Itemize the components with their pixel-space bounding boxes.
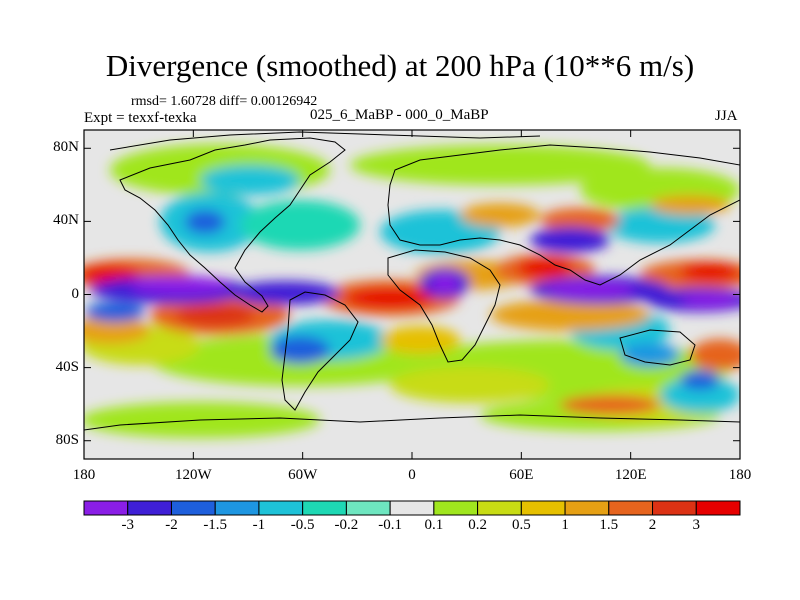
lon-label-0: 0 xyxy=(408,467,416,483)
colorbar-level-label: -0.5 xyxy=(290,517,315,533)
lat-label-0: 0 xyxy=(71,285,80,302)
case-difference-label: 025_6_MaBP - 000_0_MaBP xyxy=(310,107,489,123)
lat-label-40n: 40N xyxy=(53,212,79,229)
colorbar-box xyxy=(83,500,129,516)
colorbar-level-label: -1.5 xyxy=(203,517,228,533)
colorbar-box xyxy=(170,500,216,516)
latitude-ticks xyxy=(84,147,740,442)
colorbar-box xyxy=(433,500,479,516)
colorbar-level-label: -0.1 xyxy=(378,517,402,533)
lon-label-120w: 120W xyxy=(174,467,212,483)
lon-label-180w: 180 xyxy=(72,467,96,483)
colorbar-level-label: 1 xyxy=(561,517,569,533)
colorbar-box xyxy=(389,500,435,516)
colorbar-level-label: -3 xyxy=(121,517,134,533)
colorbar-level-label: -2 xyxy=(165,517,178,533)
colorbar-level-label: 2 xyxy=(648,517,657,533)
colorbar-box xyxy=(477,500,522,516)
colorbar-box xyxy=(695,500,741,516)
colorbar-box xyxy=(652,500,697,516)
longitude-ticks xyxy=(83,130,741,459)
colorbar-level-label: 1.5 xyxy=(599,517,619,533)
colorbar-box xyxy=(214,500,260,516)
colorbar-level-label: 0.5 xyxy=(511,517,531,533)
season-label: JJA xyxy=(715,108,738,124)
lon-label-180e: 180 xyxy=(728,467,752,483)
colorbar-level-label: -0.2 xyxy=(334,517,359,533)
lon-label-60e: 60E xyxy=(509,467,534,483)
lon-label-60w: 60W xyxy=(288,467,318,483)
rmsd-diff-stats: rmsd= 1.60728 diff= 0.00126942 xyxy=(131,94,318,109)
lon-label-120e: 120E xyxy=(614,467,647,483)
colorbar xyxy=(83,500,741,516)
coastline-outlines xyxy=(83,131,741,431)
colorbar-level-label: 3 xyxy=(692,517,701,533)
colorbar-level-label: 0.1 xyxy=(424,517,444,533)
colorbar-box xyxy=(608,500,654,516)
colorbar-box xyxy=(302,500,347,516)
colorbar-box xyxy=(258,500,304,516)
experiment-label: Expt = texxf-texka xyxy=(84,110,197,126)
lat-label-40s: 40S xyxy=(55,358,79,375)
colorbar-level-label: -1 xyxy=(252,517,266,533)
colorbar-box xyxy=(520,500,566,516)
colorbar-box xyxy=(345,500,391,516)
colorbar-box xyxy=(564,500,610,516)
colorbar-level-label: 0.2 xyxy=(468,517,487,533)
lat-label-80s: 80S xyxy=(55,431,79,448)
plot-title: Divergence (smoothed) at 200 hPa (10**6 … xyxy=(105,48,695,83)
colorbar-box xyxy=(127,500,172,516)
divergence-field xyxy=(84,130,740,459)
lat-label-80n: 80N xyxy=(53,139,79,156)
